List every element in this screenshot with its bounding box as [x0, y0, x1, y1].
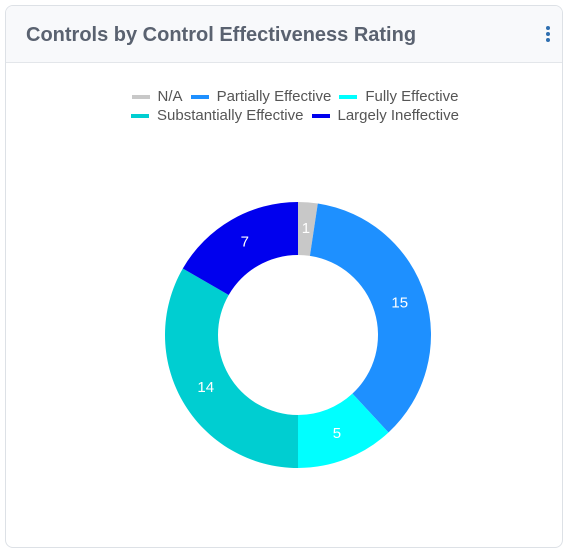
donut-slice [309, 203, 431, 433]
legend-label: Fully Effective [365, 88, 459, 105]
legend-item[interactable]: Fully Effective [339, 88, 458, 105]
legend-swatch [190, 94, 209, 99]
data-label: 14 [197, 379, 214, 396]
legend-swatch [131, 113, 150, 118]
legend-label: Largely Ineffective [337, 107, 459, 124]
card: Controls by Control Effectiveness Rating [5, 5, 563, 548]
legend-item[interactable]: Largely Ineffective [311, 107, 459, 124]
legend-label: Substantially Effective [157, 107, 304, 124]
legend-item[interactable]: Partially Effective [190, 88, 332, 105]
donut-slice [182, 202, 298, 295]
legend: N/A Partially Effective Fully Effective Sub… [95, 88, 495, 124]
card-header: Controls by Control Effectiveness Rating [6, 6, 562, 63]
chart-title: Controls by Control Effectiveness Rating [26, 24, 417, 46]
data-label: 5 [333, 425, 341, 442]
data-label: 1 [302, 220, 310, 237]
donut-slice [298, 202, 318, 256]
legend-swatch [311, 113, 330, 118]
legend-swatch [131, 94, 150, 99]
legend-label: Partially Effective [216, 88, 332, 105]
legend-swatch [339, 94, 358, 99]
legend-label: N/A [157, 88, 183, 105]
donut-slice [164, 268, 298, 468]
legend-item[interactable]: N/A [131, 88, 183, 105]
data-label: 15 [391, 295, 408, 312]
menu-button[interactable] [544, 26, 552, 46]
legend-item[interactable]: Substantially Effective [131, 107, 304, 124]
donut-slice [298, 393, 389, 468]
data-label: 7 [241, 234, 249, 251]
